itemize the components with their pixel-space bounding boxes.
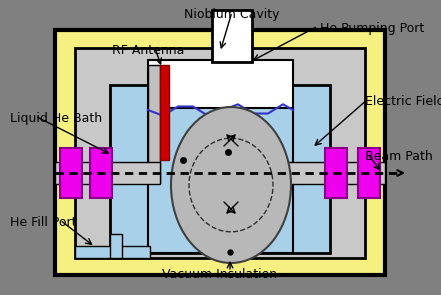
Text: Liquid He Bath: Liquid He Bath	[10, 112, 102, 125]
Text: He Pumping Port: He Pumping Port	[320, 22, 424, 35]
Bar	[358, 148, 380, 198]
Ellipse shape	[171, 107, 291, 263]
Bar	[55, 30, 385, 275]
Bar	[75, 246, 150, 258]
Text: Niobium Cavity: Niobium Cavity	[184, 8, 280, 21]
Bar	[90, 148, 112, 198]
Bar	[110, 85, 330, 253]
Bar	[75, 48, 365, 258]
Text: He Fill Port: He Fill Port	[10, 216, 76, 229]
Bar	[60, 148, 82, 198]
Text: RF Antenna: RF Antenna	[112, 44, 184, 57]
Bar	[325, 148, 347, 198]
Bar	[212, 10, 252, 62]
Bar	[148, 108, 293, 253]
Text: Vacuum Insulation: Vacuum Insulation	[162, 268, 277, 281]
Text: Electric Fields: Electric Fields	[365, 95, 441, 108]
Bar	[110, 234, 122, 258]
Bar	[148, 65, 160, 183]
Bar	[55, 162, 160, 184]
Bar	[160, 65, 169, 160]
Bar	[280, 162, 385, 184]
Bar	[148, 60, 293, 110]
Text: Beam Path: Beam Path	[365, 150, 433, 163]
